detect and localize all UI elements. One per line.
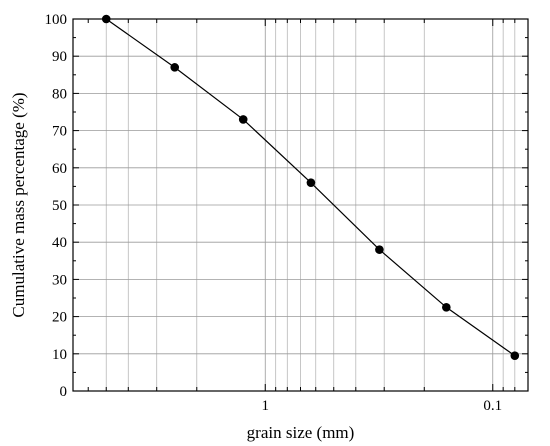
data-point — [101, 14, 111, 24]
y-tick-label: 50 — [52, 198, 67, 214]
y-tick-label: 20 — [52, 310, 67, 326]
y-tick-label: 60 — [52, 161, 67, 177]
series-line — [105, 18, 516, 357]
y-tick-label: 70 — [52, 124, 67, 140]
data-point — [170, 63, 180, 72]
y-tick-label: 80 — [52, 86, 67, 102]
y-axis-title: Cumulative mass percentage (%) — [9, 92, 28, 317]
data-point — [238, 115, 248, 124]
data-point — [510, 351, 520, 360]
x-axis-title: grain size (mm) — [247, 423, 355, 442]
data-point — [306, 178, 316, 187]
x-tick-label: 0.1 — [483, 398, 502, 414]
data-point — [442, 303, 451, 312]
x-tick-label: 1 — [262, 398, 270, 414]
data-point — [375, 245, 384, 254]
y-tick-label: 40 — [52, 235, 67, 251]
y-tick-label: 10 — [52, 347, 67, 363]
y-tick-label: 30 — [52, 272, 67, 288]
y-tick-label: 100 — [45, 12, 68, 28]
axes: 0 10 20 30 40 50 60 70 80 90 100 1 0.1 — [45, 12, 528, 414]
series-layer — [101, 14, 520, 360]
y-tick-label: 90 — [52, 49, 67, 65]
grid — [73, 19, 528, 391]
y-tick-label: 0 — [60, 384, 68, 400]
